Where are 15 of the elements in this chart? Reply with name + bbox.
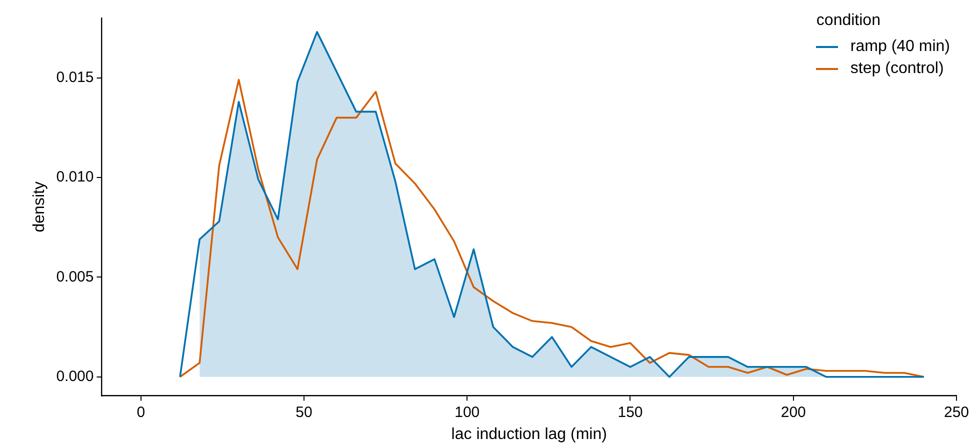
x-axis-title: lac induction lag (min) (451, 426, 607, 443)
legend-title: condition (816, 12, 882, 30)
y-tick-label: 0.010 (56, 168, 94, 186)
y-axis-title: density (31, 182, 48, 232)
x-tick-label: 150 (618, 404, 643, 421)
legend-label: ramp (40 min) (850, 38, 950, 56)
y-tick-label: 0.000 (56, 368, 94, 385)
legend-label: step (control) (850, 60, 944, 78)
y-tick-label: 0.015 (56, 68, 94, 86)
x-tick-label: 0 (136, 404, 146, 421)
x-tick-label: 100 (454, 404, 480, 421)
x-tick-label: 50 (296, 404, 312, 421)
x-tick-label: 250 (944, 404, 969, 421)
x-tick-label: 200 (780, 404, 806, 421)
y-tick-label: 0.005 (56, 268, 94, 286)
